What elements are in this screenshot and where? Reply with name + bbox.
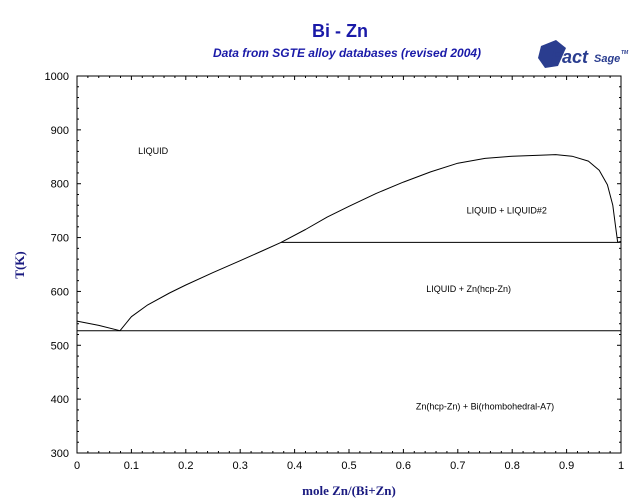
x-tick-label: 0.4 xyxy=(287,460,302,472)
region-label: Zn(hcp-Zn) + Bi(rhombohedral-A7) xyxy=(416,401,554,411)
phase-boundary-line xyxy=(119,154,619,332)
x-tick-label: 0.3 xyxy=(233,460,248,472)
axis-tick-labels: 0 0.1 0.2 0.3 0.4 0.5 0.6 0.7 0.8 0.9 1 300 400 500 60… xyxy=(45,71,625,472)
y-tick-label: 500 xyxy=(51,340,69,352)
y-tick-label: 900 xyxy=(51,125,69,137)
chart-subtitle: Data from SGTE alloy databases (revised … xyxy=(213,46,481,60)
y-tick-label: 1000 xyxy=(45,71,69,83)
chart-title: Bi - Zn xyxy=(312,21,368,41)
phase-boundaries xyxy=(76,154,622,332)
y-tick-label: 400 xyxy=(51,394,69,406)
plot-frame xyxy=(76,75,622,454)
phase-boundary-line xyxy=(617,240,622,243)
y-axis-label: T(K) xyxy=(12,251,27,278)
logo-text-tm: TM xyxy=(621,50,629,56)
x-tick-label: 0 xyxy=(74,460,80,472)
region-label: LIQUID xyxy=(138,146,169,156)
x-tick-label: 0.5 xyxy=(341,460,356,472)
y-tick-label: 800 xyxy=(51,179,69,191)
y-tick-label: 600 xyxy=(51,286,69,298)
logo-text-fact: Fact xyxy=(551,47,589,67)
x-tick-label: 0.9 xyxy=(559,460,574,472)
phase-boundary-line xyxy=(76,320,121,332)
x-tick-label: 0.7 xyxy=(450,460,465,472)
y-tick-label: 300 xyxy=(51,448,69,460)
logo-text-sage: Sage xyxy=(594,53,620,65)
axis-ticks xyxy=(76,75,622,454)
logo-mark-icon xyxy=(538,40,566,68)
x-tick-label: 0.2 xyxy=(178,460,193,472)
x-tick-label: 1 xyxy=(618,460,624,472)
x-tick-label: 0.8 xyxy=(505,460,520,472)
phase-region-labels: LIQUID LIQUID + LIQUID#2 LIQUID + Zn(hcp-Z… xyxy=(138,146,554,411)
x-tick-label: 0.1 xyxy=(124,460,139,472)
factsage-logo: Fact Sage TM xyxy=(538,40,629,68)
region-label: LIQUID + LIQUID#2 xyxy=(467,205,547,215)
region-label: LIQUID + Zn(hcp-Zn) xyxy=(426,284,511,294)
y-tick-label: 700 xyxy=(51,233,69,245)
x-tick-label: 0.6 xyxy=(396,460,411,472)
x-axis-label: mole Zn/(Bi+Zn) xyxy=(302,483,396,498)
